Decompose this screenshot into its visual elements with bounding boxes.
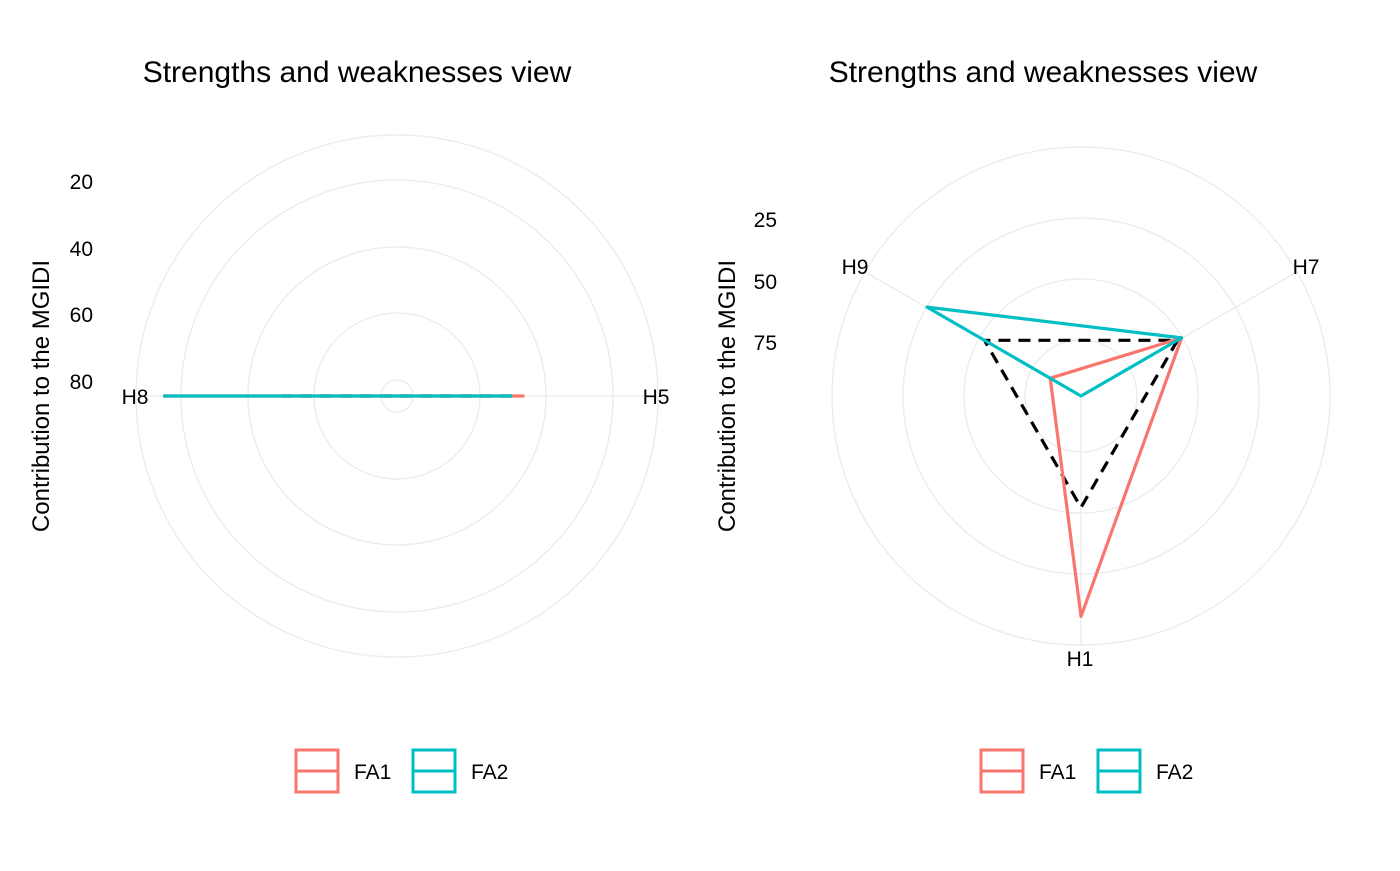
series-layer bbox=[925, 305, 1184, 619]
legend-label-fa2: FA2 bbox=[471, 761, 508, 784]
series-line-fa1 bbox=[1048, 336, 1184, 619]
radial-tick-labels: 20 40 60 80 bbox=[70, 171, 93, 394]
legend-item-fa2: FA2 bbox=[411, 748, 508, 794]
reference-line-theoretical bbox=[982, 338, 1180, 510]
legend-label-fa1: FA1 bbox=[1039, 761, 1076, 784]
radial-tick-label: 50 bbox=[754, 271, 777, 294]
category-label-h5: H5 bbox=[643, 386, 670, 409]
series-line-fa2 bbox=[925, 305, 1184, 398]
radial-tick-label: 80 bbox=[70, 371, 93, 394]
y-axis-title: Contribution to the MGIDI bbox=[28, 260, 55, 532]
legend-label-fa1: FA1 bbox=[354, 761, 391, 784]
legend-label-fa2: FA2 bbox=[1156, 761, 1193, 784]
legend-item-fa1: FA1 bbox=[294, 748, 391, 794]
legend-item-fa2: FA2 bbox=[1096, 748, 1193, 794]
radial-tick-label: 60 bbox=[70, 304, 93, 327]
category-labels: H7 H1 H9 bbox=[842, 256, 1320, 671]
category-label-h1: H1 bbox=[1067, 648, 1094, 671]
chart-title: Strengths and weaknesses view bbox=[143, 56, 572, 89]
category-label-h9: H9 bbox=[842, 256, 869, 279]
radar-chart-right: Strengths and weaknesses view Contributi… bbox=[686, 0, 1386, 866]
radar-svg-left: Strengths and weaknesses view Contributi… bbox=[28, 56, 670, 794]
legend-item-fa1: FA1 bbox=[979, 748, 1076, 794]
radial-tick-labels: 25 50 75 bbox=[754, 209, 777, 355]
legend: FA1 FA2 bbox=[294, 748, 508, 794]
y-axis-title: Contribution to the MGIDI bbox=[714, 260, 741, 532]
radial-tick-label: 25 bbox=[754, 209, 777, 232]
radar-svg-right: Strengths and weaknesses view Contributi… bbox=[714, 56, 1331, 794]
radial-tick-label: 75 bbox=[754, 332, 777, 355]
radial-tick-label: 40 bbox=[70, 238, 93, 261]
chart-title: Strengths and weaknesses view bbox=[829, 56, 1258, 89]
radar-chart-left: Strengths and weaknesses view Contributi… bbox=[0, 0, 700, 866]
category-label-h8: H8 bbox=[122, 386, 149, 409]
category-labels: H5 H8 bbox=[122, 386, 670, 409]
radial-tick-label: 20 bbox=[70, 171, 93, 194]
legend: FA1 FA2 bbox=[979, 748, 1193, 794]
category-label-h7: H7 bbox=[1293, 256, 1320, 279]
